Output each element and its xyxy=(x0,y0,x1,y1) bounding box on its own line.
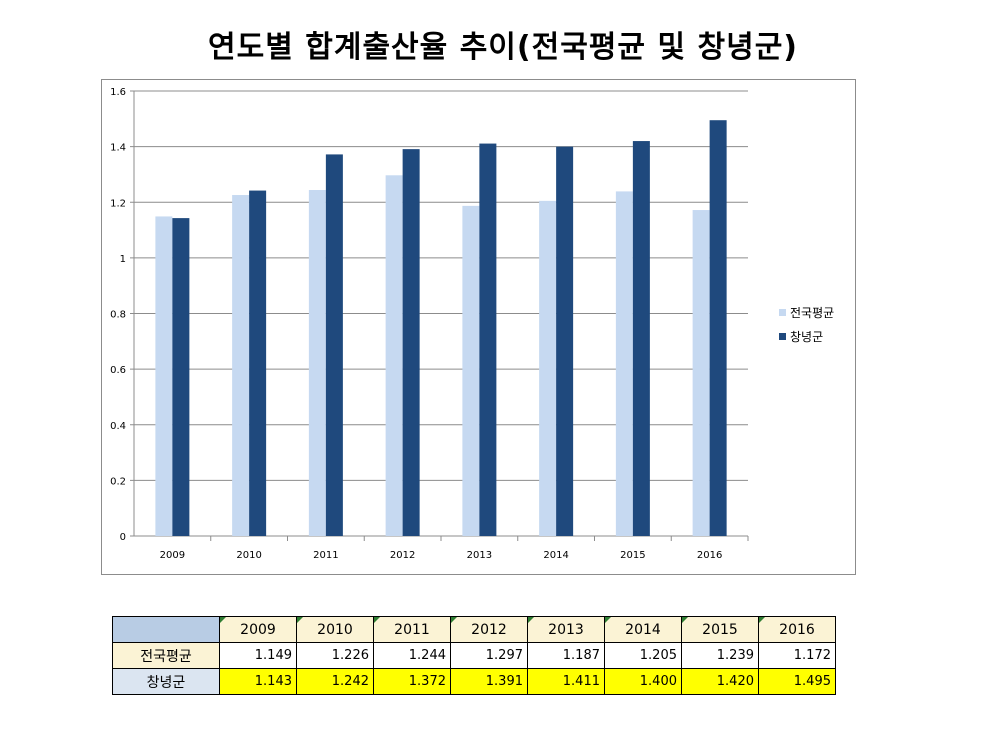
y-tick-label: 1 xyxy=(120,254,126,265)
bar-national xyxy=(155,216,173,536)
chart-area: 0 0.2 0.4 0.6 0.8 1 1.2 1.4 1.6 2009 2010 2011 2012 2… xyxy=(101,79,856,575)
y-tick-label: 1.2 xyxy=(110,198,126,209)
year-header-cell[interactable]: 2009 xyxy=(219,616,297,643)
value-cell[interactable]: 1.372 xyxy=(373,668,451,695)
bar-chart: 0 0.2 0.4 0.6 0.8 1 1.2 1.4 1.6 2009 2010 2011 2012 2… xyxy=(110,87,834,561)
x-tick-label: 2016 xyxy=(697,550,722,561)
x-tick-label: 2015 xyxy=(620,550,645,561)
y-tick-label: 1.4 xyxy=(110,143,126,154)
value-cell[interactable]: 1.391 xyxy=(450,668,528,695)
bar-changnyeong xyxy=(402,149,420,537)
y-tick-label: 0.2 xyxy=(110,476,126,487)
year-header-cell[interactable]: 2012 xyxy=(450,616,528,643)
bar-changnyeong xyxy=(172,218,190,536)
value-cell[interactable]: 1.143 xyxy=(219,668,297,695)
row-label-national[interactable]: 전국평균 xyxy=(112,642,220,669)
bar-national xyxy=(385,175,403,536)
year-header-cell[interactable]: 2016 xyxy=(758,616,836,643)
row-label-changnyeong[interactable]: 창녕군 xyxy=(112,668,220,695)
y-tick-label: 0.8 xyxy=(110,310,126,321)
value-cell[interactable]: 1.420 xyxy=(681,668,759,695)
bar-changnyeong xyxy=(479,143,497,537)
value-cell[interactable]: 1.411 xyxy=(527,668,605,695)
bar-changnyeong xyxy=(632,141,650,536)
table-row-national: 전국평균 1.149 1.226 1.244 1.297 1.187 1.205… xyxy=(112,642,836,669)
value-cell[interactable]: 1.226 xyxy=(296,642,374,669)
year-header-cell[interactable]: 2015 xyxy=(681,616,759,643)
table-corner-cell xyxy=(112,616,220,643)
bar-national xyxy=(462,205,480,536)
year-header-cell[interactable]: 2010 xyxy=(296,616,374,643)
legend-swatch xyxy=(779,309,786,316)
value-cell[interactable]: 1.297 xyxy=(450,642,528,669)
bar-national xyxy=(615,191,633,536)
bar-changnyeong xyxy=(325,154,343,536)
data-table: 2009 2010 2011 2012 2013 2014 2015 2016 … xyxy=(112,616,836,695)
value-cell[interactable]: 1.239 xyxy=(681,642,759,669)
y-tick-label: 0 xyxy=(120,532,126,543)
x-tick-label: 2012 xyxy=(390,550,415,561)
table-row-changnyeong: 창녕군 1.143 1.242 1.372 1.391 1.411 1.400 … xyxy=(112,668,836,695)
value-cell[interactable]: 1.205 xyxy=(604,642,682,669)
bar-changnyeong xyxy=(249,190,267,536)
legend-label: 전국평균 xyxy=(790,306,834,320)
legend-swatch xyxy=(779,333,786,340)
bar-national xyxy=(539,200,557,536)
y-tick-label: 0.6 xyxy=(110,365,126,376)
year-header-cell[interactable]: 2014 xyxy=(604,616,682,643)
value-cell[interactable]: 1.495 xyxy=(758,668,836,695)
bar-national xyxy=(232,195,250,537)
value-cell[interactable]: 1.149 xyxy=(219,642,297,669)
year-header-cell[interactable]: 2013 xyxy=(527,616,605,643)
x-tick-label: 2014 xyxy=(543,550,568,561)
year-header-cell[interactable]: 2011 xyxy=(373,616,451,643)
value-cell[interactable]: 1.172 xyxy=(758,642,836,669)
x-tick-label: 2011 xyxy=(313,550,338,561)
x-tick-label: 2009 xyxy=(160,550,185,561)
chart-title: 연도별 합계출산율 추이(전국평균 및 창녕군) xyxy=(208,30,798,65)
y-tick-label: 0.4 xyxy=(110,421,126,432)
bar-changnyeong xyxy=(709,120,727,536)
x-tick-label: 2010 xyxy=(236,550,261,561)
bar-national xyxy=(692,210,710,536)
y-tick-label: 1.6 xyxy=(110,87,126,98)
x-tick-label: 2013 xyxy=(467,550,492,561)
table-header-row: 2009 2010 2011 2012 2013 2014 2015 2016 xyxy=(112,616,836,643)
legend-label: 창녕군 xyxy=(790,330,823,344)
value-cell[interactable]: 1.244 xyxy=(373,642,451,669)
bar-changnyeong xyxy=(556,146,574,536)
value-cell[interactable]: 1.187 xyxy=(527,642,605,669)
value-cell[interactable]: 1.400 xyxy=(604,668,682,695)
value-cell[interactable]: 1.242 xyxy=(296,668,374,695)
bar-national xyxy=(308,190,326,536)
